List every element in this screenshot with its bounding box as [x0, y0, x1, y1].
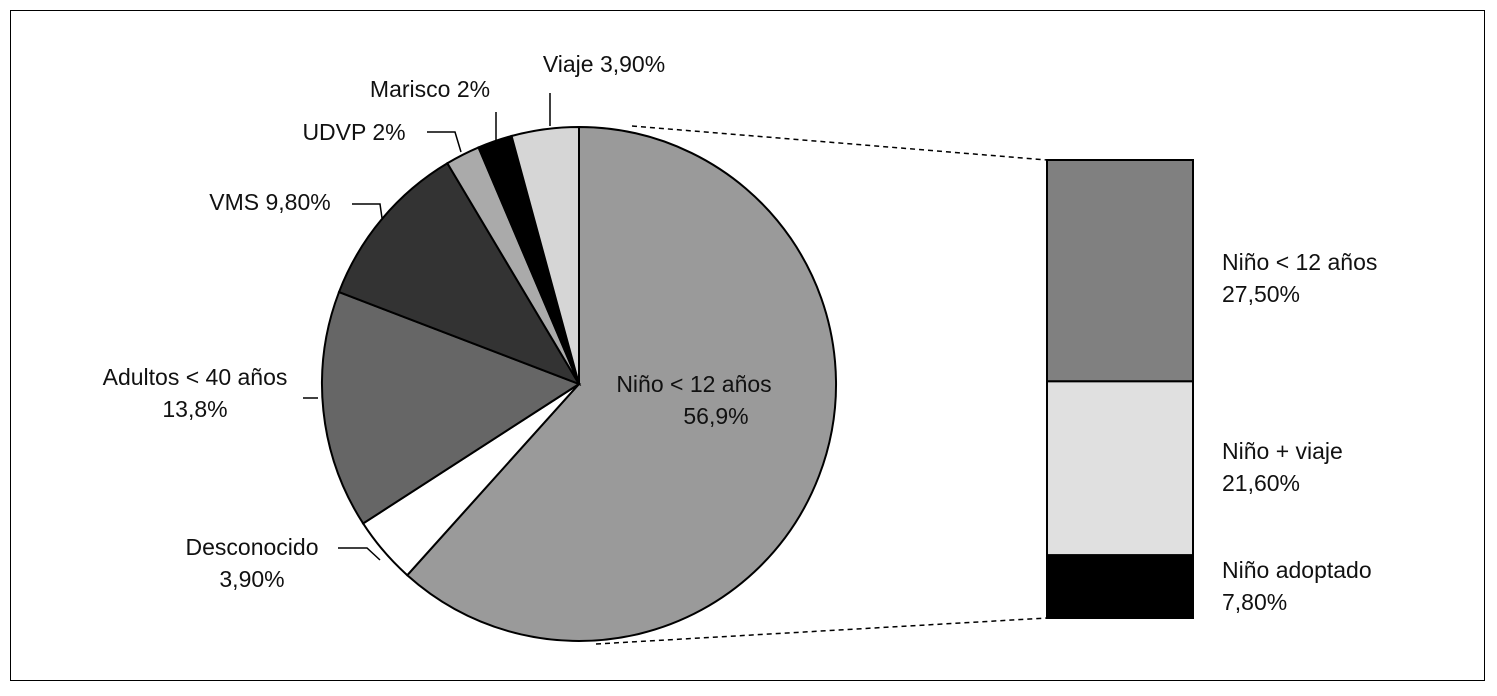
leader-line-vms	[352, 203, 383, 219]
bar-segment-nino-adoptado	[1046, 554, 1194, 619]
pie-label-viaje: Viaje 3,90%	[543, 51, 665, 77]
pie-label-adultos-40-anos-value: 13,8%	[162, 396, 227, 422]
stacked-bar	[1046, 159, 1194, 619]
pie-label-nino-12-anos-value: 56,9%	[683, 403, 748, 429]
connector-lines	[595, 125, 1048, 645]
bar-label-nino-12-anos: Niño < 12 años	[1222, 249, 1377, 275]
pie-label-adultos-40-anos: Adultos < 40 años	[103, 364, 288, 390]
bar-label-nino-12-anos-value: 27,50%	[1222, 281, 1300, 307]
connector-line-top	[631, 125, 1048, 161]
leader-line-udvp	[427, 131, 462, 153]
pie-label-marisco: Marisco 2%	[370, 76, 490, 102]
connector-line-bottom	[595, 617, 1048, 645]
pie-label-desconocido-value: 3,90%	[219, 566, 284, 592]
bar-labels: Niño < 12 años 27,50% Niño + viaje 21,60% Ni…	[1222, 249, 1377, 615]
pie-label-vms: VMS 9,80%	[209, 189, 330, 215]
pie-label-udvp: UDVP 2%	[302, 119, 405, 145]
pie-slice-vms	[337, 161, 582, 386]
pie-chart	[321, 125, 837, 642]
pie-slice-viaje	[510, 125, 580, 385]
bar-label-nino-adoptado-value: 7,80%	[1222, 589, 1287, 615]
pie-slice-nino-12-anos	[405, 125, 837, 642]
bar-segment-nino-viaje	[1046, 380, 1194, 557]
pie-slice-adultos-40-anos	[321, 290, 582, 525]
bar-label-nino-viaje: Niño + viaje	[1222, 438, 1343, 464]
bar-label-nino-adoptado: Niño adoptado	[1222, 557, 1372, 583]
bar-segment-nino-12-anos	[1046, 159, 1194, 383]
bar-label-nino-viaje-value: 21,60%	[1222, 470, 1300, 496]
leader-line-desconocido	[338, 547, 381, 561]
pie-label-desconocido: Desconocido	[186, 534, 319, 560]
pie-labels: Niño < 12 años 56,9% Desconocido 3,90% Adult…	[103, 51, 772, 592]
pie-label-nino-12-anos: Niño < 12 años	[616, 371, 771, 397]
